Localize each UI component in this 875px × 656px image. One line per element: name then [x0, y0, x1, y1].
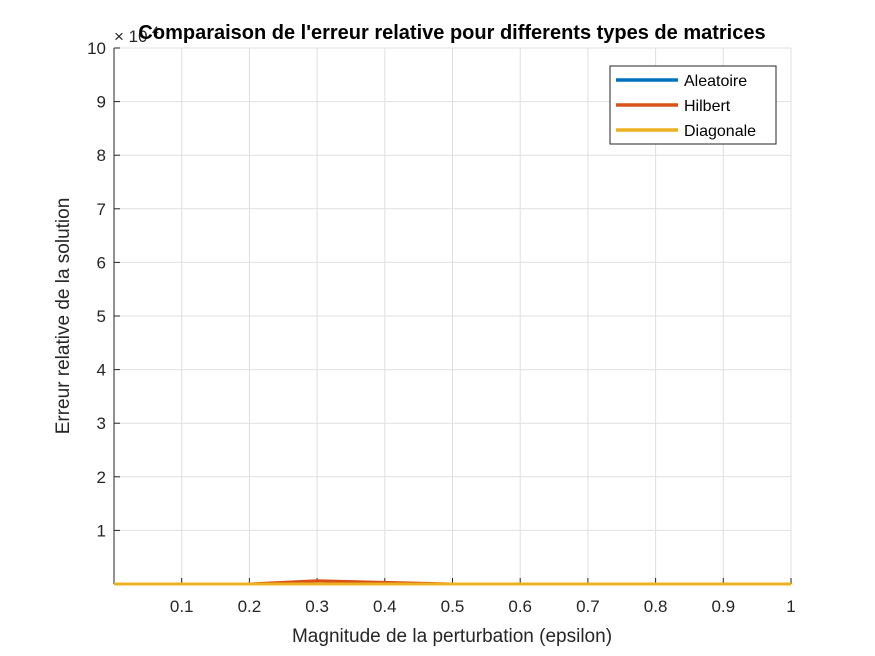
x-tick-label: 0.1 [170, 597, 194, 616]
ticks: 0.1 0.2 0.3 0.4 0.5 0.6 0.7 0.8 0.9 1 1 2 3 4 5 6 7 8 9 10 [87, 39, 796, 616]
x-axis-label: Magnitude de la perturbation (epsilon) [292, 626, 612, 647]
y-tick-label: 1 [97, 521, 106, 540]
series-lines [114, 579, 791, 586]
legend-label-aleatoire: Aleatoire [684, 73, 747, 90]
y-axis-label: Erreur relative de la solution [53, 198, 74, 435]
x-tick-label: 0.9 [711, 597, 735, 616]
chart-title: Comparaison de l'erreur relative pour di… [138, 22, 765, 44]
legend: Aleatoire Hilbert Diagonale [609, 65, 777, 145]
y-tick-label: 8 [97, 146, 106, 165]
y-axis-exponent: × 10 4 [114, 24, 159, 46]
y-tick-label: 10 [87, 39, 106, 58]
y-tick-label: 3 [97, 414, 106, 433]
x-tick-label: 0.4 [373, 597, 397, 616]
y-tick-label: 9 [97, 93, 106, 112]
x-tick-label: 0.7 [576, 597, 600, 616]
grid [114, 47, 792, 584]
x-tick-label: 1 [786, 597, 795, 616]
y-tick-label: 2 [97, 468, 106, 487]
y-tick-label: 4 [97, 361, 106, 380]
x-tick-label: 0.3 [305, 597, 329, 616]
legend-label-hilbert: Hilbert [684, 98, 731, 115]
y-tick-label: 5 [97, 307, 106, 326]
x-tick-label: 0.6 [508, 597, 532, 616]
x-tick-label: 0.8 [644, 597, 668, 616]
y-exponent-power: 4 [152, 24, 159, 38]
y-exponent-base: × 10 [114, 27, 148, 46]
x-tick-label: 0.2 [238, 597, 262, 616]
y-tick-label: 6 [97, 253, 106, 272]
x-tick-label: 0.5 [441, 597, 465, 616]
y-tick-label: 7 [97, 200, 106, 219]
legend-label-diagonale: Diagonale [684, 123, 756, 140]
